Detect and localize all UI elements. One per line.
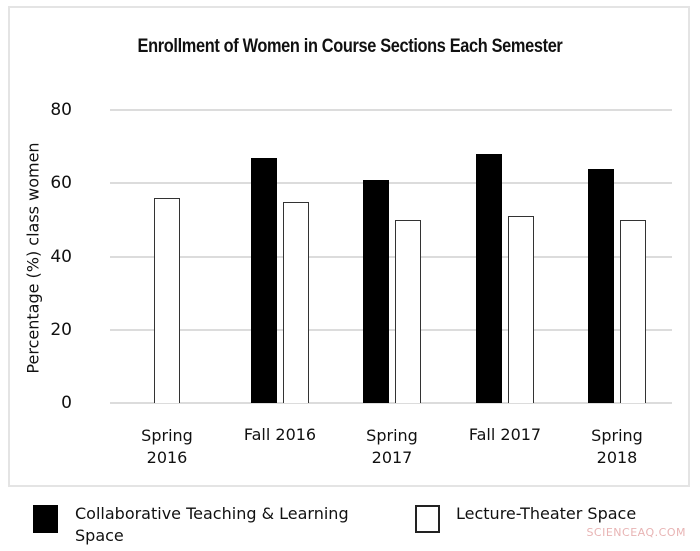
chart-title: Enrollment of Women in Course Sections E… xyxy=(137,36,563,57)
gridline-0 xyxy=(110,402,672,404)
y-tick-20: 20 xyxy=(50,320,72,340)
bar-spring-2017-collaborative xyxy=(363,179,389,403)
watermark: SCIENCEAQ.COM xyxy=(586,526,686,539)
legend-swatch-lecture xyxy=(415,505,440,533)
bar-fall-2017-lecture xyxy=(508,216,534,403)
gridline-20 xyxy=(110,329,672,331)
gridline-80 xyxy=(110,109,672,111)
bar-fall-2016-lecture xyxy=(283,201,309,403)
y-tick-60: 60 xyxy=(50,173,72,193)
x-tick-fall-2017: Fall 2017 xyxy=(468,425,542,444)
chart-frame xyxy=(8,6,690,487)
bar-fall-2017-collaborative xyxy=(476,153,502,403)
x-tick-spring-2017: Spring 2017 xyxy=(366,426,418,467)
bar-spring-2018-lecture xyxy=(620,219,646,403)
bar-fall-2016-collaborative xyxy=(251,157,277,403)
legend-label-collaborative: Collaborative Teaching & Learning Space xyxy=(75,504,349,545)
legend-swatch-collaborative xyxy=(33,505,58,533)
legend-label-lecture: Lecture-Theater Space xyxy=(456,504,637,523)
y-tick-0: 0 xyxy=(61,393,72,413)
gridline-40 xyxy=(110,256,672,258)
x-tick-fall-2016: Fall 2016 xyxy=(243,425,317,444)
y-tick-40: 40 xyxy=(50,247,72,267)
x-tick-spring-2018: Spring 2018 xyxy=(591,426,643,467)
bar-spring-2016-lecture xyxy=(154,197,180,403)
plot-area: 80 60 40 20 0 xyxy=(50,100,672,413)
gridline-60 xyxy=(110,182,672,184)
x-tick-spring-2016: Spring 2016 xyxy=(141,426,193,467)
bar-spring-2018-collaborative xyxy=(588,168,614,403)
y-tick-80: 80 xyxy=(50,100,72,120)
bar-spring-2017-lecture xyxy=(395,219,421,403)
